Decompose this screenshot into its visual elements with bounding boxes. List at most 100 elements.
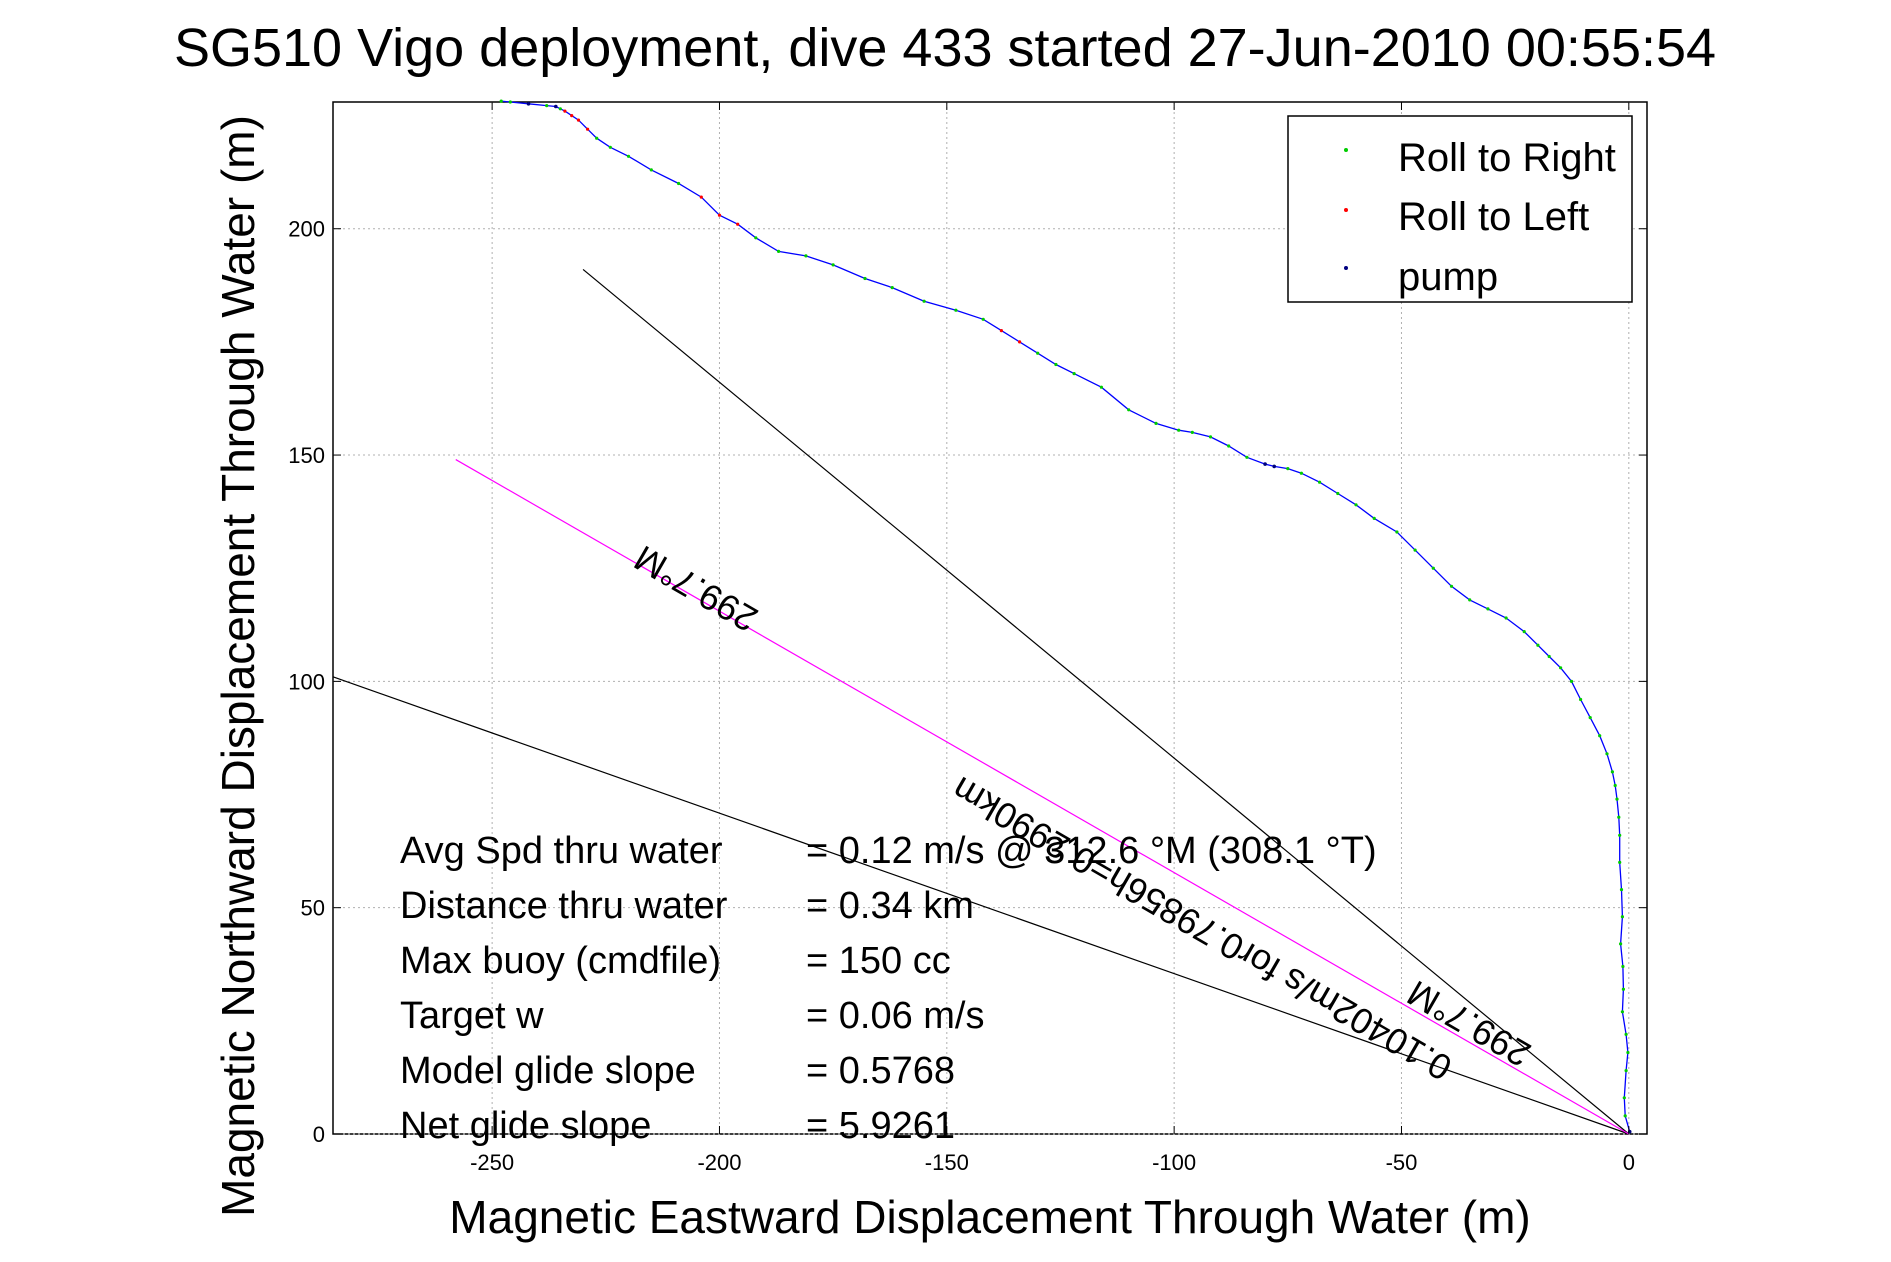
track-point-61	[804, 254, 808, 258]
track-point-21	[1579, 697, 1583, 702]
stat-value-target-w: = 0.06 m/s	[806, 995, 984, 1037]
pump-point-1	[1272, 464, 1276, 469]
x-tick-label-2: -150	[925, 1150, 969, 1175]
track-point-11	[1619, 888, 1624, 892]
track-point-74	[570, 114, 574, 118]
x-tick-label-1: -200	[697, 1150, 741, 1175]
y-tick-label-4: 200	[288, 217, 325, 242]
track-point-65	[717, 213, 722, 217]
track-point-46	[1177, 428, 1181, 432]
track-point-8	[1621, 964, 1625, 969]
legend-label-roll-right: Roll to Right	[1398, 136, 1616, 180]
track-point-30	[1449, 584, 1454, 588]
track-point-78	[545, 104, 549, 108]
track-point-43	[1227, 444, 1231, 448]
track-point-36	[1336, 491, 1340, 496]
track-point-34	[1372, 516, 1376, 521]
track-point-80	[508, 100, 512, 104]
track-point-54	[999, 329, 1004, 333]
legend-marker-roll-right	[1344, 148, 1348, 152]
y-axis-ticks: 0 50 100 150 200	[288, 217, 1647, 1147]
stat-label-target-w: Target w	[400, 995, 544, 1037]
points-layer	[499, 99, 1632, 1134]
track-point-3	[1624, 1069, 1628, 1073]
track-point-33	[1395, 530, 1399, 534]
track-point-27	[1504, 616, 1508, 620]
track-point-56	[954, 308, 958, 312]
track-point-23	[1559, 666, 1563, 670]
track-point-13	[1618, 833, 1622, 837]
track-point-73	[576, 118, 581, 122]
track-point-75	[563, 109, 567, 113]
track-point-58	[890, 286, 894, 290]
track-point-25	[1536, 643, 1540, 647]
track-point-6	[1620, 1010, 1624, 1014]
track-point-17	[1610, 770, 1614, 774]
track-point-44	[1208, 435, 1213, 439]
legend-marker-pump	[1344, 266, 1348, 270]
stat-value-model-glide-slope: = 0.5768	[806, 1050, 955, 1092]
track-point-55	[981, 317, 985, 321]
track-point-2	[1622, 1096, 1626, 1100]
track-point-15	[1615, 797, 1619, 801]
track-point-42	[1245, 455, 1249, 459]
track-point-14	[1617, 815, 1621, 819]
x-axis-ticks: -250 -200 -150 -100 -50 0	[470, 102, 1635, 1175]
track-point-69	[626, 154, 631, 158]
track-layer	[501, 100, 1631, 1132]
x-tick-label-3: -100	[1152, 1150, 1196, 1175]
legend: Roll to Right Roll to Left pump	[1287, 115, 1633, 303]
track-point-38	[1299, 471, 1303, 475]
chart-title: SG510 Vigo deployment, dive 433 started …	[174, 18, 1716, 78]
track-point-39	[1286, 467, 1290, 471]
heading-line-magenta	[455, 459, 1630, 1135]
stat-value-max-buoy: = 150 cc	[806, 940, 951, 982]
y-tick-label-2: 100	[288, 669, 325, 694]
track-point-37	[1318, 480, 1322, 484]
track-point-10	[1620, 915, 1624, 919]
pump-point-2	[1263, 462, 1267, 466]
heading-line-2	[582, 269, 1630, 1135]
track-point-5	[1624, 1032, 1628, 1036]
stat-label-net-glide-slope: Net glide slope	[400, 1105, 651, 1147]
track-point-31	[1431, 566, 1435, 570]
y-axis-label: Magnetic Northward Displacement Through …	[212, 115, 264, 1217]
track-point-35	[1354, 503, 1358, 507]
x-tick-label-0: -250	[470, 1150, 514, 1175]
x-tick-label-4: -50	[1386, 1150, 1418, 1175]
stats-panel: Avg Spd thru water = 0.12 m/s @ 312.6 °M…	[400, 830, 1377, 1147]
stat-label-distance: Distance thru water	[400, 885, 728, 927]
stat-value-net-glide-slope: = 5.9261	[806, 1105, 955, 1147]
track-point-47	[1154, 421, 1158, 425]
track-point-68	[649, 168, 653, 172]
track-point-64	[736, 222, 740, 226]
track-point-81	[499, 99, 503, 103]
track-point-12	[1618, 860, 1622, 865]
track-point-67	[677, 181, 681, 186]
stat-value-avg-speed: = 0.12 m/s @ 312.6 °M (308.1 °T)	[806, 830, 1377, 872]
y-tick-label-1: 50	[301, 896, 325, 921]
track-point-49	[1099, 385, 1103, 389]
track-point-48	[1127, 408, 1131, 412]
course-lines	[332, 269, 1630, 1135]
track-point-18	[1605, 752, 1609, 756]
track-point-70	[608, 145, 612, 149]
track-point-29	[1468, 598, 1472, 602]
track-point-9	[1619, 942, 1623, 946]
track-point-1	[1623, 1114, 1627, 1118]
track-point-60	[831, 263, 835, 267]
y-tick-label-3: 150	[288, 443, 325, 468]
track-point-24	[1547, 654, 1551, 659]
track-point-72	[586, 127, 590, 131]
track-point-52	[1036, 351, 1040, 355]
track-point-16	[1613, 783, 1617, 788]
stat-label-model-glide-slope: Model glide slope	[400, 1050, 696, 1092]
y-tick-label-0: 0	[313, 1122, 325, 1147]
legend-label-roll-left: Roll to Left	[1398, 195, 1589, 239]
track-point-71	[595, 136, 599, 140]
track-point-53	[1018, 340, 1022, 344]
heading-line-1	[332, 676, 1630, 1135]
track-point-7	[1621, 987, 1625, 991]
track-point-50	[1072, 372, 1076, 376]
